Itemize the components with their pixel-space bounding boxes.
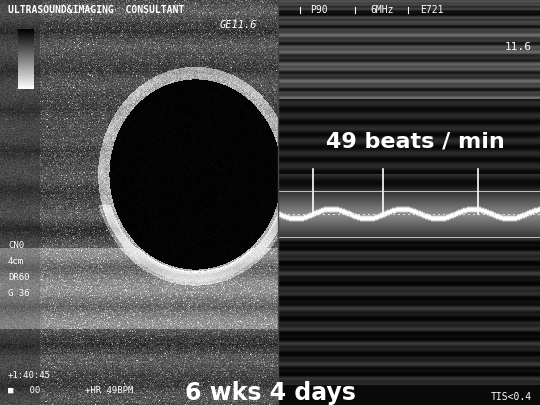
Text: E721: E721 [420, 5, 443, 15]
Text: TIS<0.4: TIS<0.4 [491, 391, 532, 401]
Text: +HR 49BPM: +HR 49BPM [85, 385, 133, 394]
Text: 49 beats / min: 49 beats / min [326, 132, 504, 151]
Text: P90: P90 [310, 5, 328, 15]
Text: 6 wks 4 days: 6 wks 4 days [185, 380, 355, 404]
Text: ■   00: ■ 00 [8, 385, 40, 394]
Text: CN0: CN0 [8, 241, 24, 249]
Text: 4cm: 4cm [8, 256, 24, 265]
Text: G 36: G 36 [8, 288, 30, 297]
Text: 11.6: 11.6 [505, 42, 532, 52]
Text: DR60: DR60 [8, 272, 30, 281]
Text: 6MHz: 6MHz [370, 5, 394, 15]
Text: ULTRASOUND&IMAGING  CONSULTANT: ULTRASOUND&IMAGING CONSULTANT [8, 5, 184, 15]
Text: +1:40:45: +1:40:45 [8, 370, 51, 379]
Text: GE11.6: GE11.6 [220, 20, 258, 30]
